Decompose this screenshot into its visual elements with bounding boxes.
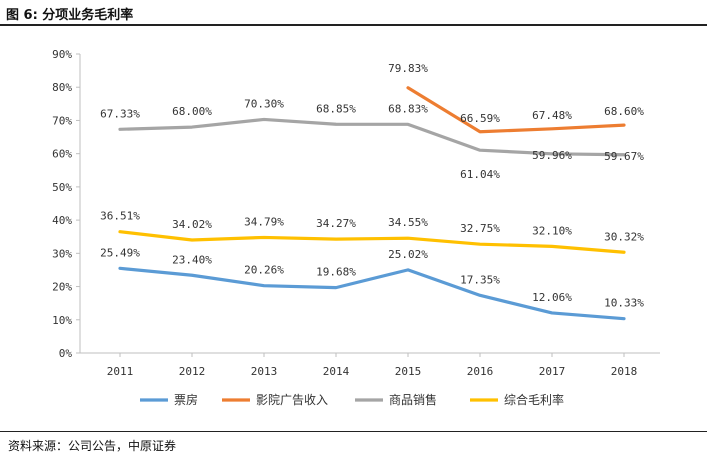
legend-label: 影院广告收入 xyxy=(256,393,328,407)
y-tick-label: 90% xyxy=(52,48,72,61)
y-tick-label: 60% xyxy=(52,148,72,161)
data-label: 30.32% xyxy=(604,230,644,243)
data-label: 34.27% xyxy=(316,217,356,230)
data-label: 70.30% xyxy=(244,97,284,110)
x-tick-label: 2018 xyxy=(611,365,638,378)
x-tick-label: 2012 xyxy=(179,365,206,378)
data-label: 36.51% xyxy=(100,210,140,223)
y-tick-label: 40% xyxy=(52,214,72,227)
data-label: 68.83% xyxy=(388,102,428,115)
series-line-1 xyxy=(118,266,626,321)
series-line-4 xyxy=(118,230,626,254)
y-tick-label: 70% xyxy=(52,114,72,127)
data-label: 61.04% xyxy=(460,168,500,181)
x-tick-label: 2017 xyxy=(539,365,566,378)
source-note: 资料来源：公司公告，中原证券 xyxy=(8,439,177,453)
data-label: 34.02% xyxy=(172,218,212,231)
figure-title: 图 6: 分项业务毛利率 xyxy=(6,8,134,23)
data-label: 67.48% xyxy=(532,109,572,122)
data-label: 68.60% xyxy=(604,105,644,118)
data-label: 34.55% xyxy=(388,216,428,229)
data-label: 79.83% xyxy=(388,62,428,75)
data-label: 17.35% xyxy=(460,273,500,286)
data-label: 68.85% xyxy=(316,102,356,115)
data-label: 66.59% xyxy=(460,112,500,125)
bottom-rule xyxy=(0,431,707,432)
x-tick-label: 2015 xyxy=(395,365,422,378)
y-tick-label: 0% xyxy=(59,347,73,360)
y-tick-label: 10% xyxy=(52,314,72,327)
y-tick-label: 80% xyxy=(52,81,72,94)
x-tick-label: 2011 xyxy=(107,365,134,378)
y-tick-label: 50% xyxy=(52,181,72,194)
legend-label: 综合毛利率 xyxy=(504,392,564,407)
margin-line-chart: 0% 10% 20% 30% 40% 50% 60% 70% 80% 90% 2011 2012 201… xyxy=(52,48,660,407)
data-label: 19.68% xyxy=(316,266,356,279)
legend-label: 票房 xyxy=(174,392,198,407)
series-line-2 xyxy=(406,86,626,134)
data-label: 59.67% xyxy=(604,150,644,163)
y-tick-label: 30% xyxy=(52,247,72,260)
data-label: 23.40% xyxy=(172,253,212,266)
data-label: 67.33% xyxy=(100,107,140,120)
x-tick-label: 2013 xyxy=(251,365,278,378)
x-tick-label: 2014 xyxy=(323,365,350,378)
legend-label: 商品销售 xyxy=(389,392,437,407)
data-label: 12.06% xyxy=(532,291,572,304)
data-label: 32.10% xyxy=(532,224,572,237)
data-label: 25.49% xyxy=(100,246,140,259)
series-line-3 xyxy=(118,117,626,157)
top-rule xyxy=(0,24,707,26)
data-label: 20.26% xyxy=(244,264,284,277)
data-label: 25.02% xyxy=(388,248,428,261)
data-label: 59.96% xyxy=(532,149,572,162)
y-tick-label: 20% xyxy=(52,281,72,294)
x-tick-label: 2016 xyxy=(467,365,494,378)
data-label: 32.75% xyxy=(460,222,500,235)
data-label: 68.00% xyxy=(172,105,212,118)
data-label: 10.33% xyxy=(604,297,644,310)
data-label: 34.79% xyxy=(244,215,284,228)
